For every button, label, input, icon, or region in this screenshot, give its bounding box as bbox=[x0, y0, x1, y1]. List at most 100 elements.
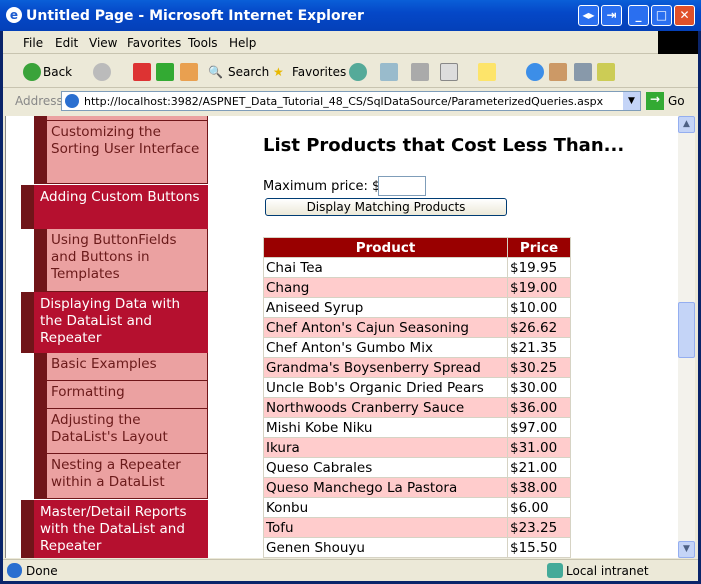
price-cell: $36.00 bbox=[507, 397, 571, 418]
table-row: Aniseed Syrup $10.00 bbox=[263, 297, 571, 318]
price-cell: $21.00 bbox=[507, 457, 571, 478]
max-price-input[interactable] bbox=[378, 176, 426, 196]
back-button[interactable]: Back bbox=[43, 65, 73, 79]
header-product[interactable]: Product bbox=[263, 237, 508, 258]
sidebar-item-nesting-repeater[interactable]: Nesting a Repeater within a DataList bbox=[34, 454, 208, 499]
address-url: http://localhost:3982/ASPNET_Data_Tutori… bbox=[84, 95, 604, 108]
search-icon[interactable]: 🔍 bbox=[208, 65, 223, 79]
table-row: Northwoods Cranberry Sauce $36.00 bbox=[263, 397, 571, 418]
scroll-down-icon[interactable]: ▼ bbox=[678, 541, 695, 558]
max-price-label: Maximum price: $ bbox=[263, 179, 381, 194]
mail-icon[interactable] bbox=[380, 63, 398, 81]
menu-file[interactable]: File bbox=[23, 36, 44, 50]
sidebar-item-datalist-repeater[interactable]: Displaying Data with the DataList and Re… bbox=[21, 292, 208, 353]
price-cell: $15.50 bbox=[507, 537, 571, 558]
menu-tools[interactable]: Tools bbox=[188, 36, 218, 50]
address-bar: Address http://localhost:3982/ASPNET_Dat… bbox=[3, 89, 698, 113]
product-cell: Genen Shouyu bbox=[263, 537, 508, 558]
note-icon[interactable] bbox=[478, 63, 496, 81]
sidebar-item-adjusting-layout[interactable]: Adjusting the DataList's Layout bbox=[34, 409, 208, 454]
menu-view[interactable]: View bbox=[89, 36, 118, 50]
table-row: Ikura $31.00 bbox=[263, 437, 571, 458]
table-row: Queso Cabrales $21.00 bbox=[263, 457, 571, 478]
exit-icon[interactable]: ⇥ bbox=[601, 5, 622, 26]
favorites-icon[interactable]: ★ bbox=[273, 65, 284, 79]
table-row: Queso Manchego La Pastora $38.00 bbox=[263, 477, 571, 498]
favorites-button[interactable]: Favorites bbox=[292, 65, 347, 79]
table-row: Mishi Kobe Niku $97.00 bbox=[263, 417, 571, 438]
table-row: Chai Tea $19.95 bbox=[263, 257, 571, 278]
sidebar-item-master-detail[interactable]: Master/Detail Reports with the DataList … bbox=[21, 500, 208, 558]
product-cell: Chang bbox=[263, 277, 508, 298]
status-bar: Done Local intranet bbox=[3, 559, 698, 581]
ie-icon: e bbox=[6, 7, 22, 23]
product-cell: Northwoods Cranberry Sauce bbox=[263, 397, 508, 418]
history-icon[interactable] bbox=[349, 63, 367, 81]
address-label: Address bbox=[15, 94, 63, 108]
display-matching-products-button[interactable]: Display Matching Products bbox=[265, 198, 507, 216]
menu-favorites[interactable]: Favorites bbox=[127, 36, 182, 50]
minimize-button[interactable]: _ bbox=[628, 5, 649, 26]
page-icon bbox=[65, 94, 79, 108]
table-row: Konbu $6.00 bbox=[263, 497, 571, 518]
price-cell: $31.00 bbox=[507, 437, 571, 458]
price-cell: $30.25 bbox=[507, 357, 571, 378]
go-icon[interactable]: → bbox=[646, 92, 664, 110]
product-cell: Queso Cabrales bbox=[263, 457, 508, 478]
dropdown-icon[interactable]: ▼ bbox=[623, 92, 640, 110]
title-bar: e Untitled Page - Microsoft Internet Exp… bbox=[0, 0, 701, 31]
tool-icon[interactable] bbox=[549, 63, 567, 81]
edit-icon[interactable] bbox=[440, 63, 458, 81]
menu-help[interactable]: Help bbox=[229, 36, 257, 50]
go-button[interactable]: Go bbox=[668, 94, 685, 108]
sidebar-item-formatting[interactable]: Formatting bbox=[34, 381, 208, 409]
product-cell: Queso Manchego La Pastora bbox=[263, 477, 508, 498]
search-button[interactable]: Search bbox=[228, 65, 270, 79]
price-cell: $6.00 bbox=[507, 497, 571, 518]
table-row: Tofu $23.25 bbox=[263, 517, 571, 538]
tile-icon[interactable]: ◂▸ bbox=[578, 5, 599, 26]
product-cell: Uncle Bob's Organic Dried Pears bbox=[263, 377, 508, 398]
print-icon[interactable] bbox=[411, 63, 429, 81]
table-row: Chang $19.00 bbox=[263, 277, 571, 298]
ie-page-icon bbox=[7, 563, 22, 578]
address-input[interactable]: http://localhost:3982/ASPNET_Data_Tutori… bbox=[61, 91, 641, 111]
table-row: Chef Anton's Gumbo Mix $21.35 bbox=[263, 337, 571, 358]
sidebar-item-basic-examples[interactable]: Basic Examples bbox=[34, 353, 208, 381]
refresh-icon[interactable] bbox=[156, 63, 174, 81]
back-icon[interactable] bbox=[23, 63, 41, 81]
maximize-button[interactable]: □ bbox=[651, 5, 672, 26]
stop-icon[interactable] bbox=[133, 63, 151, 81]
sidebar-item-customizing-sorting[interactable]: Customizing the Sorting User Interface bbox=[34, 121, 208, 184]
window-title: Untitled Page - Microsoft Internet Explo… bbox=[26, 8, 364, 24]
research-icon[interactable] bbox=[574, 63, 592, 81]
forward-icon[interactable] bbox=[93, 63, 111, 81]
sidebar-item-adding-custom-buttons[interactable]: Adding Custom Buttons bbox=[21, 185, 208, 229]
table-row: Grandma's Boysenberry Spread $30.25 bbox=[263, 357, 571, 378]
page-title: List Products that Cost Less Than... bbox=[263, 135, 625, 156]
price-cell: $19.95 bbox=[507, 257, 571, 278]
scroll-thumb[interactable] bbox=[678, 302, 695, 358]
close-button[interactable]: ✕ bbox=[674, 5, 695, 26]
table-row: Uncle Bob's Organic Dried Pears $30.00 bbox=[263, 377, 571, 398]
product-cell: Grandma's Boysenberry Spread bbox=[263, 357, 508, 378]
scroll-up-icon[interactable]: ▲ bbox=[678, 116, 695, 133]
menu-bar: File Edit View Favorites Tools Help bbox=[3, 31, 698, 54]
product-cell: Tofu bbox=[263, 517, 508, 538]
vertical-scrollbar[interactable]: ▲ ▼ bbox=[678, 116, 695, 558]
sidebar-item-buttonfields[interactable]: Using ButtonFields and Buttons in Templa… bbox=[34, 229, 208, 292]
windows-logo-icon bbox=[658, 31, 698, 54]
menu-edit[interactable]: Edit bbox=[55, 36, 79, 50]
price-cell: $23.25 bbox=[507, 517, 571, 538]
messenger-icon[interactable] bbox=[526, 63, 544, 81]
product-cell: Aniseed Syrup bbox=[263, 297, 508, 318]
price-cell: $21.35 bbox=[507, 337, 571, 358]
extension-icon[interactable] bbox=[597, 63, 615, 81]
price-cell: $38.00 bbox=[507, 477, 571, 498]
sidebar-item-partial[interactable] bbox=[34, 116, 208, 121]
products-table: Product Price Chai Tea $19.95 Chang $19.00 A… bbox=[263, 237, 571, 558]
header-price[interactable]: Price bbox=[507, 237, 571, 258]
home-icon[interactable] bbox=[180, 63, 198, 81]
zone-text: Local intranet bbox=[566, 564, 649, 578]
product-cell: Konbu bbox=[263, 497, 508, 518]
